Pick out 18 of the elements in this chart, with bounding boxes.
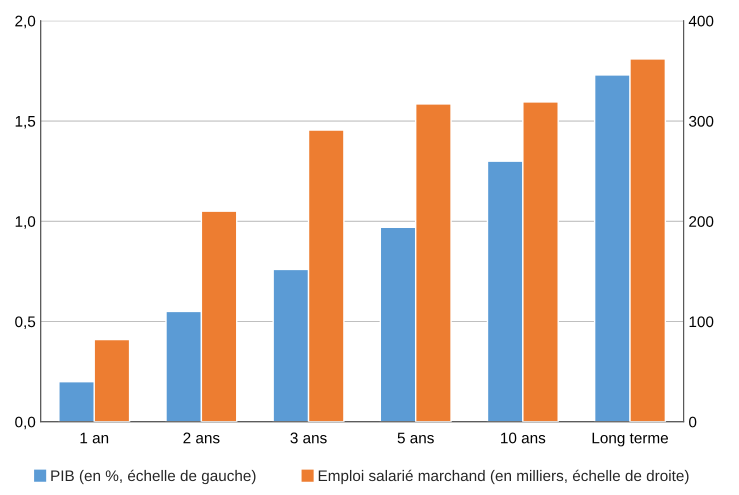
x-tick-label: Long terme xyxy=(592,432,668,446)
x-tick-label: 3 ans xyxy=(290,432,327,444)
x-tick-label: 5 ans xyxy=(398,432,434,444)
y2-tick-label: 400 xyxy=(688,16,714,26)
x-tick-label: 2 ans xyxy=(183,432,220,444)
y-tick-label: 2,0 xyxy=(15,16,36,28)
x-tick-label: 1 an xyxy=(80,432,108,444)
legend-label: PIB (en %, échelle de gauche) xyxy=(51,470,256,484)
legend-label: Emploi salarié marchand (en milliers, échelle de droite) xyxy=(318,470,689,484)
y-tick-label: 1,0 xyxy=(16,216,36,229)
y2-tick-label: 100 xyxy=(690,316,714,328)
y-tick-label: 1,5 xyxy=(16,116,36,129)
y-tick-label: 0,0 xyxy=(15,416,36,430)
x-tick-label: 10 ans xyxy=(501,432,546,444)
y2-tick-label: 200 xyxy=(689,216,714,227)
y2-tick-label: 0 xyxy=(689,416,696,428)
y-tick-label: 0,5 xyxy=(15,316,36,329)
y2-tick-label: 300 xyxy=(689,116,714,127)
